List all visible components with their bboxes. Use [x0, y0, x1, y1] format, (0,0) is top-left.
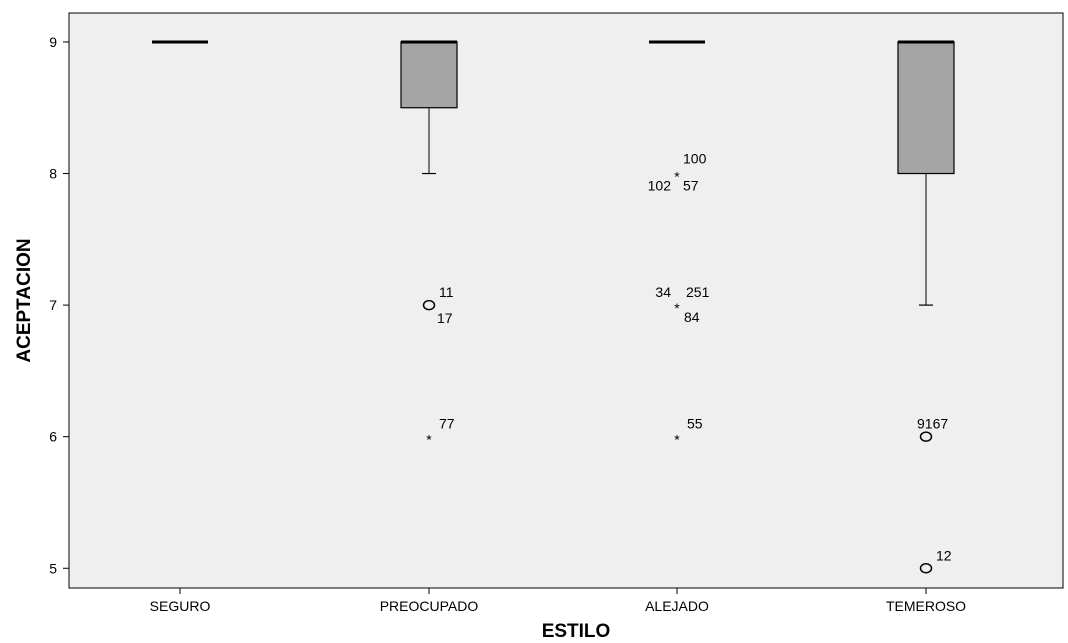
- outlier-label: 11: [439, 284, 454, 300]
- y-tick-label: 7: [49, 297, 57, 313]
- outlier-label: 84: [684, 309, 700, 325]
- outlier-circle: [919, 563, 933, 574]
- x-tick-label: TEMEROSO: [886, 598, 966, 614]
- x-axis-title: ESTILO: [542, 621, 611, 642]
- outlier-label: 34: [655, 284, 671, 300]
- outlier-label: 17: [437, 310, 453, 326]
- y-tick-label: 5: [49, 560, 57, 576]
- outlier-label: 57: [683, 178, 699, 194]
- outlier-star: *: [674, 300, 680, 316]
- outlier-label: 77: [439, 416, 455, 432]
- x-tick-label: ALEJADO: [645, 598, 709, 614]
- outlier-label: 12: [936, 547, 952, 563]
- outlier-label: 251: [686, 284, 710, 300]
- outlier-label: 102: [648, 178, 672, 194]
- box-rect: [400, 41, 458, 109]
- x-axis: SEGURO PREOCUPADO ALEJADO TEMEROSO: [150, 588, 966, 614]
- x-tick-label: PREOCUPADO: [380, 598, 479, 614]
- outlier-label: 9167: [917, 416, 948, 432]
- y-axis-title: ACEPTACION: [14, 238, 35, 362]
- y-tick-label: 8: [49, 166, 57, 182]
- y-axis: 5 6 7 8 9: [49, 34, 69, 576]
- outlier-star: *: [674, 432, 680, 448]
- x-tick-label: SEGURO: [150, 598, 211, 614]
- outlier-star: *: [674, 169, 680, 185]
- box-rect: [897, 41, 955, 175]
- outlier-label: 100: [683, 151, 707, 167]
- outlier-circle: [422, 299, 436, 311]
- outlier-circle: [919, 431, 933, 442]
- box-preocupado: 11 17 * 77: [400, 40, 458, 448]
- outlier-label: 55: [687, 416, 703, 432]
- y-tick-label: 9: [49, 34, 57, 50]
- outlier-star: *: [426, 432, 432, 448]
- y-tick-label: 6: [49, 429, 57, 445]
- box-temeroso: 9167 12: [897, 40, 955, 574]
- plot-area: [68, 12, 1064, 589]
